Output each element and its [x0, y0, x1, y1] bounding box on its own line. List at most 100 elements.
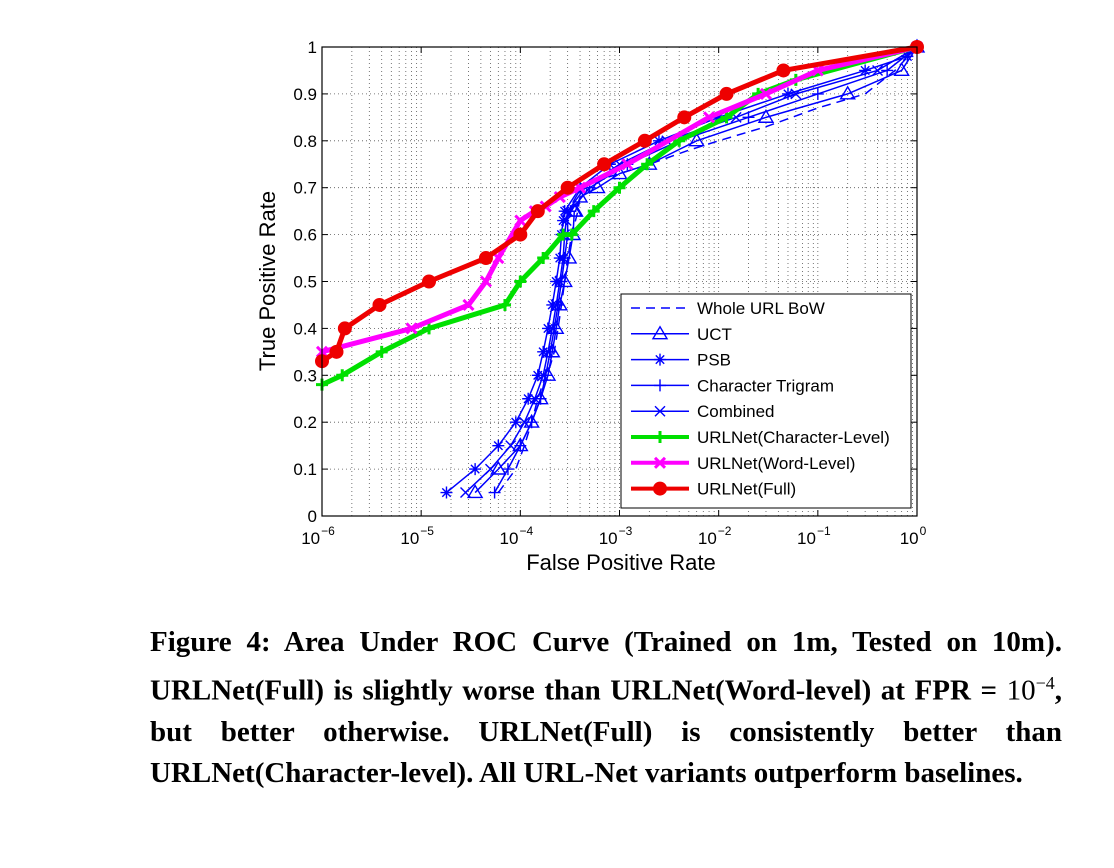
series-marker-x: [462, 298, 475, 312]
y-tick-label: 0.3: [293, 366, 317, 385]
series-marker-x: [653, 456, 667, 469]
series-urlnet-full: [315, 40, 924, 369]
series-marker-plus: [552, 298, 565, 311]
series-marker-triangle: [466, 484, 484, 499]
series-marker-x: [554, 276, 566, 287]
series-marker-star: [509, 416, 522, 429]
x-tick-exponent: −6: [321, 524, 335, 538]
series-marker-triangle: [839, 85, 856, 100]
series-marker-plus: [720, 111, 733, 124]
series-marker-circle: [653, 481, 667, 496]
x-tick-label: 10−2: [698, 524, 732, 548]
series-marker-plus: [654, 379, 666, 392]
series-marker-x: [790, 88, 802, 100]
y-tick-label: 0.4: [293, 319, 317, 338]
figure-caption: Figure 4: Area Under ROC Curve (Trained …: [150, 622, 1062, 794]
series-marker-plus: [534, 392, 547, 405]
x-tick-label: 10−4: [500, 524, 534, 548]
legend-entry-combined: Combined: [631, 402, 775, 421]
series-marker-plus: [375, 345, 388, 358]
legend-label: URLNet(Character-Level): [697, 428, 890, 447]
y-tick-label: 0.8: [293, 132, 317, 151]
y-axis-title: True Positive Rate: [255, 191, 280, 371]
caption-math-base: 10: [1006, 674, 1036, 707]
series-marker-circle: [776, 63, 791, 78]
series-marker-plus: [811, 87, 824, 100]
x-tick-exponent: −1: [817, 524, 831, 538]
series-marker-x: [537, 369, 549, 381]
series-marker-star: [531, 369, 544, 382]
roc-chart: 0 0.1 0.2 0.3 0.4 0.5 0.6 0.7 0.8 0.9 1 10−6 10−5 10−…: [255, 38, 927, 575]
series-marker-x: [546, 322, 558, 334]
series-marker-x: [562, 205, 574, 217]
legend-label: Combined: [697, 402, 775, 421]
series-marker-triangle: [490, 460, 507, 475]
series-marker-star: [537, 345, 550, 358]
series-marker-x: [550, 299, 562, 311]
series-marker-x: [702, 111, 716, 124]
series-marker-star: [859, 64, 872, 77]
legend-label: Whole URL BoW: [697, 299, 825, 318]
series-marker-plus: [555, 275, 568, 288]
series-marker-plus: [514, 275, 527, 288]
series-marker-circle: [637, 133, 652, 148]
legend-entry-urlnet-full: URLNet(Full): [631, 480, 796, 499]
series-marker-plus: [525, 416, 538, 429]
series-marker-circle: [597, 157, 612, 172]
series-marker-plus: [336, 369, 349, 382]
series-marker-plus: [558, 252, 571, 265]
series-marker-triangle: [893, 62, 910, 77]
series-marker-plus: [587, 205, 600, 218]
series-marker-circle: [530, 204, 545, 219]
series-marker-star: [557, 214, 570, 227]
series-marker-star: [654, 353, 666, 366]
series-marker-plus: [537, 252, 550, 265]
caption-text-part1: Figure 4: Area Under ROC Curve (Trained …: [150, 626, 1062, 707]
series-marker-plus: [544, 345, 557, 358]
series-marker-circle: [337, 321, 352, 336]
series-marker-triangle: [688, 132, 705, 147]
legend-box: [620, 293, 912, 509]
series-marker-x: [405, 322, 418, 335]
chart-legend: Whole URL BoW UCT PSB Character Trigram Comb…: [620, 293, 912, 509]
series-marker-triangle: [757, 108, 775, 123]
series-marker-x: [505, 440, 517, 452]
y-tick-label: 0.1: [293, 460, 317, 479]
legend-label: URLNet(Word-Level): [697, 454, 855, 473]
legend-entry-urlnet-word-level: URLNet(Word-Level): [631, 454, 855, 473]
series-marker-plus: [641, 158, 654, 171]
x-tick-label: 10−5: [400, 524, 434, 548]
series-marker-x: [529, 393, 541, 405]
series-marker-x: [484, 463, 496, 475]
series-marker-circle: [478, 251, 493, 266]
series-marker-circle: [677, 110, 692, 125]
series-marker-plus: [539, 369, 552, 382]
series-marker-star: [901, 50, 914, 63]
series-marker-star: [781, 87, 794, 100]
series-marker-star: [652, 134, 665, 147]
x-tick-label: 10−3: [599, 524, 633, 548]
series-marker-x: [560, 215, 572, 227]
y-tick-label: 0.6: [293, 226, 317, 245]
legend-label: PSB: [697, 351, 731, 370]
series-marker-circle: [513, 227, 528, 242]
caption-math-exponent: −4: [1035, 673, 1055, 693]
x-tick-exponent: 0: [920, 524, 927, 538]
series-marker-x: [518, 416, 530, 428]
legend-label: UCT: [697, 325, 732, 344]
series-marker-plus: [742, 111, 755, 124]
series-marker-star: [492, 439, 505, 452]
series-marker-triangle: [589, 179, 606, 194]
series-marker-star: [440, 486, 453, 499]
legend-label: Character Trigram: [697, 376, 834, 395]
series-marker-star: [541, 322, 554, 335]
series-marker-x: [759, 87, 773, 100]
series-line-psb: [446, 46, 918, 494]
legend-entry-uct: UCT: [631, 325, 732, 344]
x-tick-exponent: −3: [619, 524, 633, 538]
y-tick-label: 0.5: [293, 273, 317, 292]
series-marker-star: [712, 111, 725, 124]
y-tick-label: 0.9: [293, 85, 317, 104]
x-tick-label: 100: [900, 524, 927, 548]
series-marker-plus: [423, 322, 436, 335]
